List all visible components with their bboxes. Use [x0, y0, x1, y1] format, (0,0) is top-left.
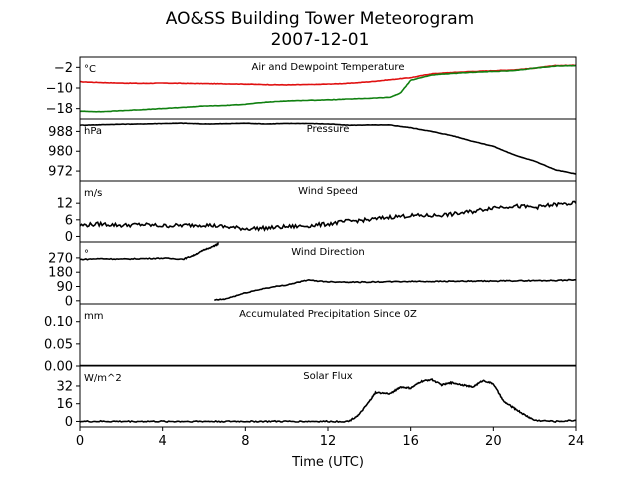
y-tick-label: 0: [65, 294, 73, 309]
series-line: [80, 200, 576, 232]
panel-units: mm: [84, 311, 103, 322]
panel-units: °C: [84, 64, 96, 75]
panel-title: Solar Flux: [303, 371, 353, 382]
series-line: [80, 122, 576, 175]
x-axis-label: Time (UTC): [291, 455, 364, 470]
series-line: [80, 64, 576, 113]
x-tick-label: 4: [159, 434, 167, 449]
y-tick-label: −18: [46, 102, 73, 117]
y-tick-label: 32: [56, 379, 73, 394]
y-tick-label: 12: [56, 197, 73, 212]
y-tick-label: 180: [48, 266, 73, 281]
series-line: [80, 378, 576, 424]
figure-title: AO&SS Building Tower Meteorogram: [166, 9, 474, 29]
panels: −2 −10 −18 °C Air and Dewpoint Temperature 98…: [44, 56, 577, 430]
series-group: [80, 200, 576, 232]
panel-6: 32 16 0 W/m^2 Solar Flux: [56, 365, 577, 430]
y-tick-label: −10: [46, 82, 73, 97]
y-tick-label: 980: [48, 145, 73, 160]
y-tick-label: 16: [56, 397, 73, 412]
panel-units: m/s: [84, 188, 102, 199]
panel-units: hPa: [84, 126, 102, 137]
panel-5: 0.10 0.05 0.00 mm Accumulated Precipitation …: [44, 303, 577, 375]
y-tick-label: 90: [56, 280, 73, 295]
panel-units: °: [84, 249, 89, 260]
panel-title: Wind Direction: [291, 247, 365, 258]
panel-2: 988 980 972 hPa Pressure: [48, 118, 577, 182]
x-tick-label: 16: [402, 434, 419, 449]
series-group: [80, 242, 576, 301]
y-tick-label: 6: [65, 213, 73, 228]
x-tick-label: 20: [485, 434, 502, 449]
y-tick-label: 988: [48, 125, 73, 140]
x-tick-label: 12: [320, 434, 337, 449]
x-axis: 0 4 8 12 16 20 24: [76, 427, 584, 449]
y-tick-label: 0.05: [44, 337, 73, 352]
series-group: [80, 122, 576, 175]
series-group: [80, 64, 576, 113]
panel-3: 126 0 m/s Wind Speed: [56, 180, 577, 245]
y-tick-label: 0.00: [44, 360, 73, 375]
series-group: [80, 378, 576, 424]
x-tick-label: 8: [241, 434, 249, 449]
figure-subtitle: 2007-12-01: [271, 30, 370, 50]
y-tick-label: 972: [48, 165, 73, 180]
panel-title: Air and Dewpoint Temperature: [252, 62, 405, 73]
panel-units: W/m^2: [84, 373, 122, 384]
y-tick-label: 0: [65, 415, 73, 430]
y-tick-label: 270: [48, 251, 73, 266]
panel-1: −2 −10 −18 °C Air and Dewpoint Temperature: [46, 56, 577, 120]
panel-title: Wind Speed: [298, 186, 358, 197]
y-tick-label: −2: [54, 61, 73, 76]
series-line: [214, 278, 576, 301]
panel-title: Pressure: [307, 124, 350, 135]
x-tick-label: 0: [76, 434, 84, 449]
y-tick-label: 0.10: [44, 315, 73, 330]
panel-title: Accumulated Precipitation Since 0Z: [239, 309, 417, 320]
y-tick-label: 0: [65, 230, 73, 245]
x-tick-label: 24: [568, 434, 585, 449]
series-line: [80, 242, 219, 261]
